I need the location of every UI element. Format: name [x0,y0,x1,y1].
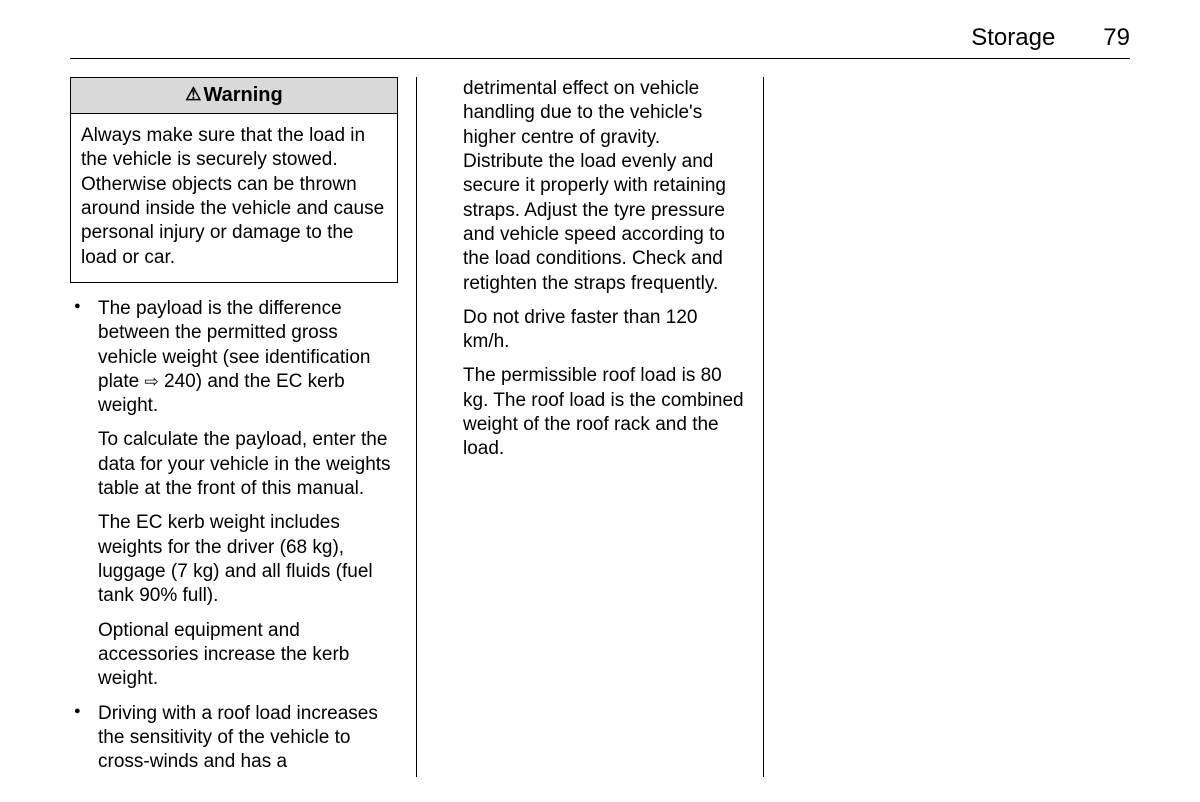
paragraph: Do not drive faster than 120 km/h. [463,306,745,355]
page-header: Storage 79 [70,24,1130,59]
warning-icon: ⚠ [185,84,201,104]
header-title: Storage [971,24,1055,52]
column-3 [764,77,1111,777]
sub-paragraph: To calculate the payload, enter the data… [98,428,398,501]
paragraph: detrimental effect on vehicle handling d… [463,77,745,296]
reference-page: 240 [164,371,196,392]
bullet-list: The payload is the difference between th… [70,297,398,775]
column-2: detrimental effect on vehicle handling d… [417,77,764,777]
sub-paragraph: The EC kerb weight includes weights for … [98,511,398,608]
sub-paragraph: Optional equipment and accessories incre… [98,619,398,692]
reference-arrow-icon: ⇨ [144,371,158,393]
warning-box: ⚠Warning Always make sure that the load … [70,77,398,283]
continued-text: detrimental effect on vehicle handling d… [435,77,745,462]
list-item: The payload is the difference between th… [70,297,398,692]
bullet-text: Driving with a roof load increases the s… [98,703,378,773]
warning-header: ⚠Warning [71,78,397,114]
warning-body: Always make sure that the load in the ve… [71,114,397,282]
list-item: Driving with a roof load increases the s… [70,702,398,775]
warning-label: Warning [203,84,282,106]
paragraph: The permissible roof load is 80 kg. The … [463,364,745,461]
header-page-number: 79 [1103,24,1130,52]
content-columns: ⚠Warning Always make sure that the load … [70,77,1130,777]
column-1: ⚠Warning Always make sure that the load … [70,77,417,777]
